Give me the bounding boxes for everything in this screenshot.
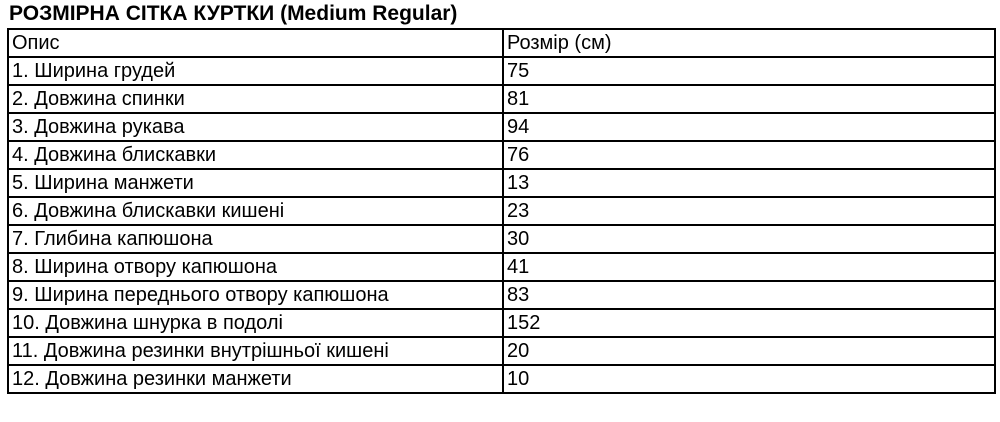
table-row: 9. Ширина переднього отвору капюшона 83: [7, 280, 996, 310]
measurement-description: 10. Довжина шнурка в подолі: [7, 308, 504, 338]
table-row: 6. Довжина блискавки кишені 23: [7, 196, 996, 226]
measurement-description: 2. Довжина спинки: [7, 84, 504, 114]
table-row: 4. Довжина блискавки 76: [7, 140, 996, 170]
table-row: 7. Глибина капюшона 30: [7, 224, 996, 254]
table-row: 10. Довжина шнурка в подолі 152: [7, 308, 996, 338]
table-row: 8. Ширина отвору капюшона 41: [7, 252, 996, 282]
measurement-description: 4. Довжина блискавки: [7, 140, 504, 170]
size-table: Опис Розмір (см) 1. Ширина грудей 75 2. …: [7, 28, 996, 394]
measurement-description: 3. Довжина рукава: [7, 112, 504, 142]
table-row: 11. Довжина резинки внутрішньої кишені 2…: [7, 336, 996, 366]
table-header-row: Опис Розмір (см): [7, 28, 996, 58]
table-row: 3. Довжина рукава 94: [7, 112, 996, 142]
table-row: 12. Довжина резинки манжети 10: [7, 364, 996, 394]
measurement-value: 23: [502, 196, 996, 226]
measurement-value: 13: [502, 168, 996, 198]
column-header-description: Опис: [7, 28, 504, 58]
measurement-description: 5. Ширина манжети: [7, 168, 504, 198]
measurement-description: 9. Ширина переднього отвору капюшона: [7, 280, 504, 310]
measurement-value: 75: [502, 56, 996, 86]
measurement-value: 81: [502, 84, 996, 114]
measurement-value: 83: [502, 280, 996, 310]
measurement-value: 76: [502, 140, 996, 170]
measurement-description: 11. Довжина резинки внутрішньої кишені: [7, 336, 504, 366]
measurement-description: 6. Довжина блискавки кишені: [7, 196, 504, 226]
measurement-value: 152: [502, 308, 996, 338]
measurement-description: 1. Ширина грудей: [7, 56, 504, 86]
table-row: 1. Ширина грудей 75: [7, 56, 996, 86]
measurement-value: 30: [502, 224, 996, 254]
measurement-description: 12. Довжина резинки манжети: [7, 364, 504, 394]
measurement-description: 7. Глибина капюшона: [7, 224, 504, 254]
table-row: 5. Ширина манжети 13: [7, 168, 996, 198]
column-header-size: Розмір (см): [502, 28, 996, 58]
size-chart-document: РОЗМІРНА СІТКА КУРТКИ (Medium Regular) О…: [7, 2, 996, 394]
measurement-value: 10: [502, 364, 996, 394]
table-row: 2. Довжина спинки 81: [7, 84, 996, 114]
page-title: РОЗМІРНА СІТКА КУРТКИ (Medium Regular): [9, 2, 458, 25]
measurement-value: 94: [502, 112, 996, 142]
measurement-value: 41: [502, 252, 996, 282]
measurement-value: 20: [502, 336, 996, 366]
measurement-description: 8. Ширина отвору капюшона: [7, 252, 504, 282]
